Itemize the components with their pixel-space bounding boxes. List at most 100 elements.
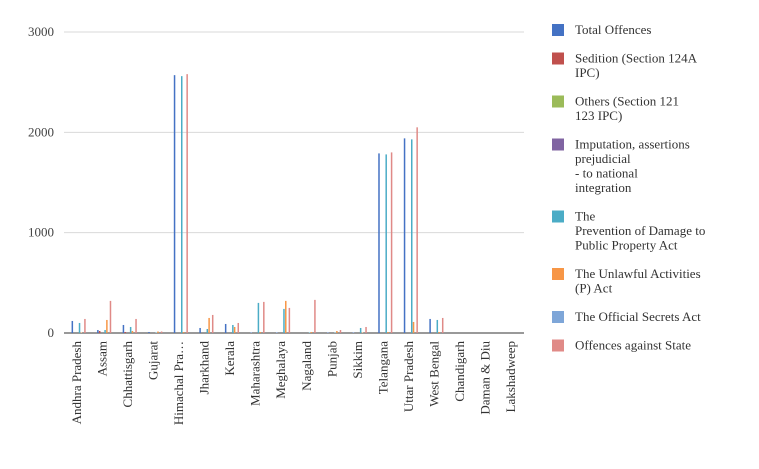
bar-chhattisgarh-series-7 (135, 318, 137, 333)
bar-telangana-series-5 (387, 331, 389, 333)
legend-label-line: The Official Secrets Act (575, 309, 701, 324)
bar-telangana-series-4 (385, 154, 387, 333)
bar-gujarat-series-7 (160, 331, 163, 333)
bar-andhra-pradesh-series-5 (80, 332, 83, 333)
bar-chhattisgarh-series-1 (124, 331, 126, 333)
bar-chhattisgarh-series-4 (129, 326, 132, 333)
category-label: Punjab (324, 341, 339, 377)
bar-andhra-pradesh-series-0 (71, 320, 74, 333)
category-label: Jharkhand (197, 341, 212, 395)
legend-label-line: prejudicial (575, 151, 631, 166)
bar-gujarat-series-4 (155, 332, 157, 333)
bar-nagaland-series-4 (308, 332, 311, 333)
y-tick-label: 0 (48, 325, 55, 340)
legend-label: The Prevention of Damage to Public Propert… (575, 209, 705, 253)
bar-maharashtra-series-4 (257, 302, 260, 333)
legend-swatch (552, 138, 564, 151)
legend-swatch (552, 268, 564, 280)
category-label: Meghalaya (273, 341, 288, 399)
bar-nagaland-series-5 (310, 331, 313, 333)
bar-punjab-series-5 (336, 330, 338, 333)
category-label: Gujarat (145, 341, 160, 380)
legend-label-line: - to national (575, 166, 638, 181)
bar-punjab-series-7 (339, 329, 342, 333)
bar-kerala-series-4 (232, 324, 234, 333)
bar-assam-series-1 (98, 330, 101, 333)
category-label: Himachal Pra… (171, 341, 186, 425)
bar-jharkhand-series-0 (199, 327, 201, 333)
category-label: Lakshadweep (503, 341, 518, 412)
bar-nagaland-series-7 (314, 299, 316, 333)
bar-himachal-pra--series-5 (182, 331, 185, 333)
legend-swatch (552, 339, 564, 352)
bar-jharkhand-series-5 (208, 317, 210, 333)
legend-swatch (552, 24, 564, 36)
bar-telangana-series-0 (378, 153, 380, 333)
bar-west-bengal-series-4 (436, 319, 439, 333)
bar-meghalaya-series-4 (283, 308, 285, 333)
bar-west-bengal-series-7 (441, 317, 444, 333)
bar-jharkhand-series-4 (206, 328, 209, 333)
bar-chhattisgarh-series-0 (122, 324, 125, 333)
bar-chhattisgarh-series-5 (131, 330, 134, 333)
bar-kerala-series-7 (237, 322, 240, 333)
bar-andhra-pradesh-series-7 (84, 318, 86, 333)
category-label: Chhattisgarh (120, 341, 135, 408)
bar-uttar-pradesh-series-7 (416, 127, 418, 333)
legend-label-line: Public Property Act (575, 238, 678, 253)
bar-sikkim-series-4 (359, 327, 362, 333)
bar-west-bengal-series-0 (429, 318, 431, 333)
legend-label-line: integration (575, 180, 632, 195)
legend-label: Total Offences (575, 22, 651, 37)
bar-maharashtra-series-7 (263, 301, 265, 333)
legend-label-line: Total Offences (575, 22, 651, 37)
bar-assam-series-4 (104, 329, 106, 333)
legend-label-line: Sedition (Section 124A (575, 51, 698, 66)
legend-label-line: IPC) (575, 65, 600, 80)
legend-label: Others (Section 121 123 IPC) (575, 94, 679, 124)
bar-maharashtra-series-0 (250, 332, 252, 333)
category-label: West Bengal (427, 341, 442, 407)
bar-sikkim-series-5 (361, 332, 364, 333)
bar-gujarat-series-0 (148, 331, 150, 333)
bar-gujarat-series-5 (157, 331, 159, 333)
bars (71, 74, 444, 333)
legend-label-line: The (575, 209, 595, 224)
bar-telangana-series-7 (390, 152, 393, 333)
category-label: Andhra Pradesh (69, 341, 84, 425)
legend: Total Offences Sedition (Section 124A IPC)… (552, 22, 705, 353)
legend-label-line: The Unlawful Activities (575, 266, 701, 281)
legend-label-line: 123 IPC) (575, 108, 622, 123)
bar-sikkim-series-0 (352, 332, 355, 333)
bar-meghalaya-series-7 (288, 307, 291, 333)
y-tick-label: 1000 (28, 225, 54, 240)
legend-label-line: Offences against State (575, 338, 691, 353)
bar-assam-series-5 (106, 319, 108, 333)
legend-label: Offences against State (575, 338, 691, 353)
legend-label-line: (P) Act (575, 281, 613, 296)
category-label: Uttar Pradesh (401, 341, 416, 413)
legend-label-line: Prevention of Damage to (575, 223, 705, 238)
category-label: Assam (94, 341, 109, 376)
category-label: Kerala (222, 341, 237, 376)
gridlines (64, 31, 524, 334)
legend-label: The Unlawful Activities (P) Act (575, 266, 701, 296)
category-label: Chandigarh (452, 341, 467, 402)
legend-label-line: Imputation, assertions (575, 137, 690, 152)
legend-swatch (552, 95, 564, 108)
bar-uttar-pradesh-series-0 (403, 138, 406, 333)
bar-sikkim-series-7 (365, 326, 367, 333)
legend-swatch (552, 311, 564, 323)
bar-maharashtra-series-5 (259, 331, 261, 333)
legend-label-line: Others (Section 121 (575, 94, 679, 109)
bar-himachal-pra--series-4 (181, 76, 183, 333)
legend-swatch (552, 210, 564, 223)
legend-swatch (552, 52, 564, 65)
legend-label: Imputation, assertions prejudicial - to na… (575, 137, 690, 196)
legend-label: Sedition (Section 124A IPC) (575, 51, 698, 81)
x-axis: Andhra Pradesh Assam Chhattisgarh Gujarat Hi… (69, 341, 518, 426)
bar-punjab-series-4 (334, 332, 336, 333)
y-tick-label: 3000 (28, 24, 54, 39)
bar-kerala-series-0 (224, 323, 227, 333)
bar-west-bengal-series-5 (438, 331, 440, 333)
